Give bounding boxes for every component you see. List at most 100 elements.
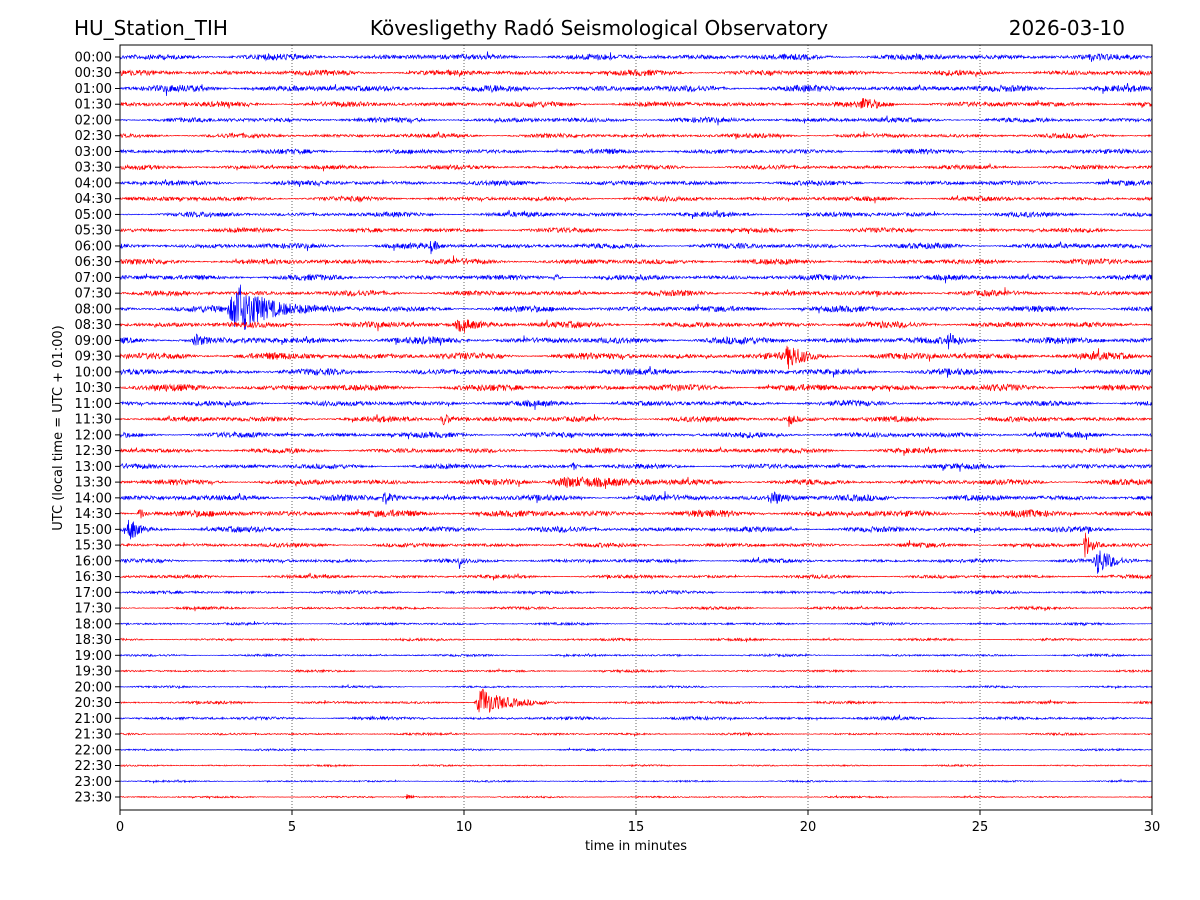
trace-0630 [119,255,1153,266]
y-tick-label: 15:30 [75,539,112,554]
y-axis-label: UTC (local time = UTC + 01:00) [51,325,66,530]
y-tick-label: 02:30 [75,129,112,144]
y-tick-label: 22:00 [75,743,112,758]
y-tick-label: 03:30 [75,161,112,176]
trace-1400 [119,491,1153,505]
y-tick-label: 22:30 [75,759,112,774]
y-tick-label: 17:00 [75,586,112,601]
trace-2200 [119,747,1153,752]
trace-0900 [119,332,1153,350]
y-tick-label: 11:30 [75,413,112,428]
y-tick-label: 23:00 [75,775,112,790]
y-tick-label: 10:00 [75,365,112,380]
trace-1900 [119,652,1153,659]
x-tick-label: 30 [1144,820,1161,835]
y-tick-label: 09:00 [75,334,112,349]
trace-0930 [119,345,1153,370]
trace-2330 [120,794,1153,800]
trace-0800 [119,284,1153,330]
station-title: HU_Station_TIH [74,16,228,40]
y-tick-label: 19:00 [75,649,112,664]
y-tick-label: 00:00 [75,51,112,66]
trace-0730 [119,287,1153,298]
trace-1200 [119,431,1153,440]
x-tick-label: 25 [972,820,989,835]
y-tick-label: 01:00 [75,82,112,97]
y-tick-label: 19:30 [75,665,112,680]
trace-0530 [119,226,1153,235]
y-tick-label: 02:00 [75,113,112,128]
y-tick-label: 20:30 [75,696,112,711]
y-tick-label: 23:30 [75,791,112,806]
x-tick-label: 0 [116,820,124,835]
trace-1530 [119,532,1153,558]
trace-0700 [119,273,1153,284]
y-tick-label: 04:00 [75,176,112,191]
y-tick-label: 09:30 [75,350,112,365]
x-axis: 0 5 10 15 20 25 30 [116,810,1160,835]
y-tick-label: 01:30 [75,98,112,113]
y-tick-label: 15:00 [75,523,112,538]
y-tick-label: 14:00 [75,491,112,506]
trace-1300 [119,462,1153,472]
trace-0100 [119,83,1153,97]
trace-1430 [119,509,1153,519]
x-tick-label: 15 [628,820,645,835]
trace-1130 [119,413,1153,427]
y-tick-label: 08:30 [75,318,112,333]
x-tick-label: 10 [456,820,473,835]
y-tick-label: 03:00 [75,145,112,160]
trace-0330 [119,162,1153,172]
y-tick-label: 05:30 [75,224,112,239]
y-tick-label: 07:30 [75,287,112,302]
trace-0130 [119,98,1153,109]
trace-2130 [119,731,1153,738]
trace-0400 [119,178,1153,188]
y-tick-label: 18:00 [75,617,112,632]
y-axis: 00:0000:3001:0001:3002:0002:3003:0003:30… [75,51,120,806]
y-tick-label: 20:00 [75,680,112,695]
trace-group [119,51,1153,800]
date-title: 2026-03-10 [1009,16,1125,40]
trace-2100 [119,714,1153,722]
trace-1700 [119,589,1153,596]
y-tick-label: 21:00 [75,712,112,727]
trace-1330 [119,476,1153,490]
trace-0000 [119,51,1153,62]
x-tick-label: 20 [800,820,817,835]
y-tick-label: 17:30 [75,602,112,617]
trace-2230 [119,763,1153,768]
y-tick-label: 04:30 [75,192,112,207]
y-tick-label: 13:30 [75,476,112,491]
trace-1800 [119,620,1153,627]
y-tick-label: 12:30 [75,444,112,459]
y-tick-label: 08:00 [75,302,112,317]
trace-1630 [119,572,1153,581]
trace-1600 [119,550,1153,574]
y-tick-label: 14:30 [75,507,112,522]
y-tick-label: 00:30 [75,66,112,81]
trace-0600 [119,240,1153,255]
y-tick-label: 05:00 [75,208,112,223]
trace-0200 [119,115,1153,126]
y-tick-label: 11:00 [75,397,112,412]
y-tick-label: 10:30 [75,381,112,396]
trace-0430 [119,195,1153,204]
x-axis-label: time in minutes [585,839,687,854]
trace-0830 [119,319,1153,333]
y-tick-label: 16:30 [75,570,112,585]
y-tick-label: 07:00 [75,271,112,286]
y-tick-label: 06:00 [75,239,112,254]
trace-0230 [119,131,1153,140]
y-tick-label: 06:30 [75,255,112,270]
trace-1830 [119,636,1153,643]
trace-1930 [120,667,1153,674]
observatory-title: Kövesligethy Radó Seismological Observat… [370,16,828,40]
trace-1030 [119,383,1153,393]
trace-2300 [119,778,1153,784]
trace-0300 [119,148,1153,156]
trace-1730 [119,605,1153,612]
trace-0030 [119,69,1153,78]
y-tick-label: 16:00 [75,554,112,569]
